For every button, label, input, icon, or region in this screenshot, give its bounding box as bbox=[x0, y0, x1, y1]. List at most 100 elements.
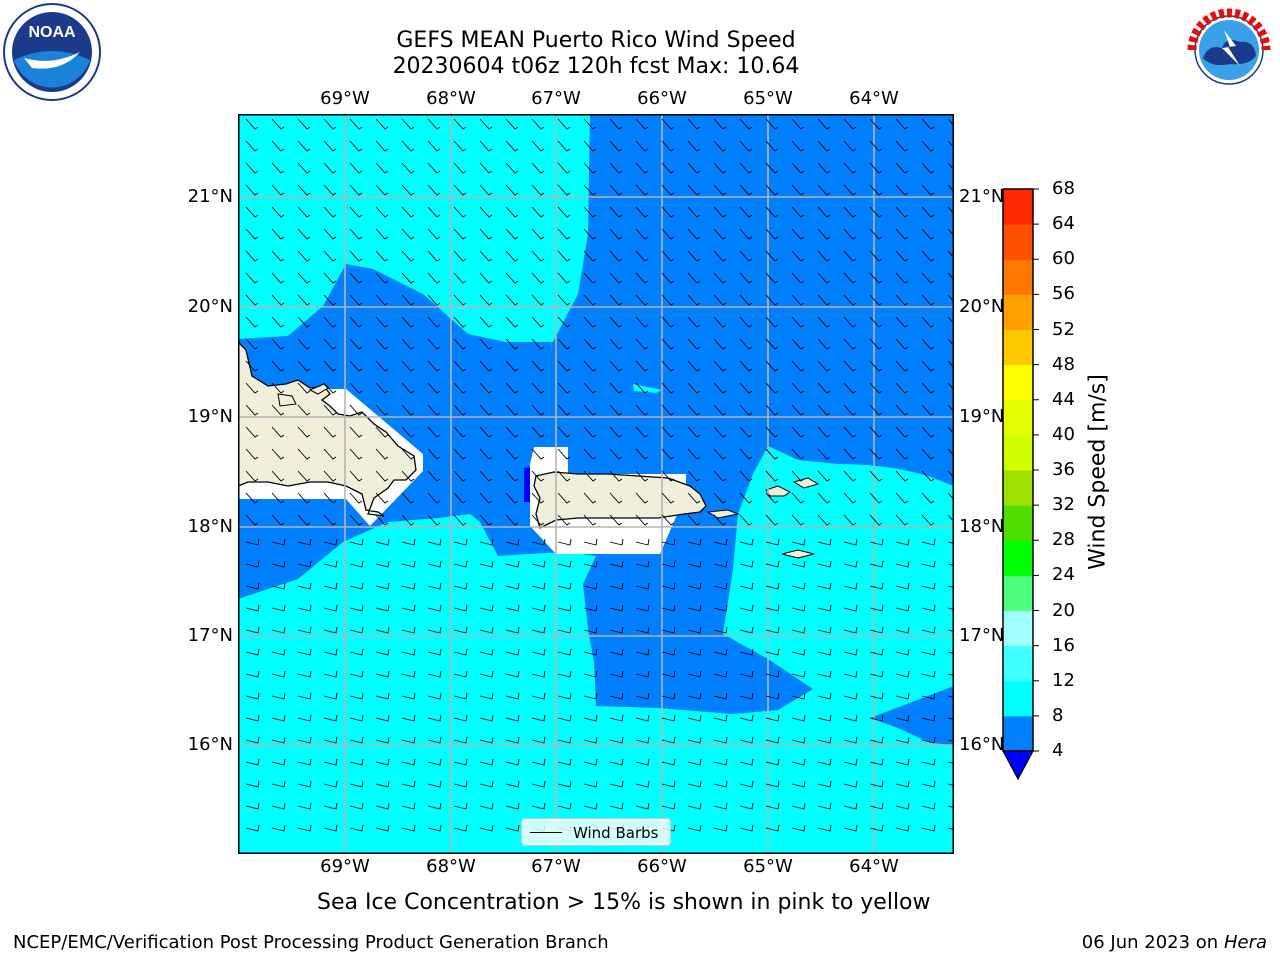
wind-barb bbox=[947, 272, 954, 281]
wind-barb bbox=[609, 604, 624, 612]
wind-barb bbox=[713, 514, 727, 526]
wind-barb bbox=[349, 514, 363, 526]
colorbar-blocks bbox=[1003, 189, 1033, 752]
wind-barb bbox=[635, 736, 650, 744]
wind-barb bbox=[739, 648, 754, 656]
lat-tick-left: 17°N bbox=[187, 625, 233, 646]
wind-barb bbox=[921, 714, 936, 722]
wind-barb bbox=[739, 426, 753, 438]
wind-barb bbox=[635, 206, 649, 218]
wind-barb bbox=[947, 629, 954, 632]
wind-barb bbox=[349, 492, 363, 504]
wind-barb bbox=[453, 824, 468, 832]
wind-barb bbox=[323, 382, 337, 394]
wind-barb bbox=[791, 184, 805, 196]
wind-barb bbox=[687, 492, 701, 504]
wind-barb bbox=[947, 206, 954, 215]
wind-barb bbox=[245, 206, 259, 218]
wind-barb bbox=[479, 140, 493, 152]
wind-barb bbox=[245, 140, 259, 152]
wind-barb bbox=[739, 514, 753, 526]
wind-barb bbox=[739, 250, 753, 262]
wind-barb bbox=[401, 404, 415, 416]
wind-barb bbox=[895, 404, 909, 416]
wind-barb bbox=[869, 294, 883, 306]
wind-barb bbox=[817, 140, 831, 152]
colorbar-tick-label: 40 bbox=[1052, 423, 1075, 445]
wind-barb bbox=[297, 294, 311, 306]
wind-barb bbox=[895, 162, 909, 174]
wind-barb bbox=[453, 184, 467, 196]
wind-barb bbox=[765, 426, 779, 438]
wind-barb bbox=[401, 736, 416, 744]
wind-barb bbox=[531, 626, 546, 634]
wind-barb bbox=[375, 118, 389, 130]
wind-barb bbox=[245, 250, 259, 262]
wind-barb bbox=[401, 250, 415, 262]
wind-barb bbox=[921, 538, 936, 546]
wind-barb bbox=[947, 316, 954, 325]
wind-barb bbox=[713, 294, 727, 306]
wind-barb bbox=[557, 626, 572, 634]
wind-barb bbox=[557, 714, 572, 722]
wind-barb bbox=[401, 338, 415, 350]
wind-barb bbox=[895, 272, 909, 284]
wind-barb bbox=[895, 382, 909, 394]
wind-barb bbox=[401, 824, 416, 832]
wind-barb bbox=[427, 448, 441, 460]
wind-barb bbox=[609, 802, 624, 810]
wind-barb bbox=[531, 140, 545, 152]
wind-barb bbox=[557, 648, 572, 656]
wind-barb bbox=[375, 514, 389, 526]
wind-barb bbox=[557, 228, 571, 240]
wind-barb bbox=[739, 470, 753, 482]
wind-barb bbox=[687, 404, 701, 416]
wind-barb bbox=[583, 514, 597, 526]
wind-barb bbox=[739, 294, 753, 306]
wind-barb bbox=[557, 514, 571, 526]
wind-barb bbox=[531, 426, 545, 438]
lat-tick-left: 20°N bbox=[187, 296, 233, 317]
wind-barb bbox=[713, 338, 727, 350]
wind-barb bbox=[479, 470, 493, 482]
wind-barb bbox=[531, 162, 545, 174]
wind-barb bbox=[297, 626, 312, 634]
wind-barb bbox=[505, 184, 519, 196]
wind-barb bbox=[791, 140, 805, 152]
wind-barb bbox=[765, 824, 780, 832]
wind-barb bbox=[687, 382, 701, 394]
wind-barb bbox=[427, 294, 441, 306]
wind-barb bbox=[843, 470, 857, 482]
wind-barb bbox=[271, 250, 285, 262]
wind-barb bbox=[375, 692, 390, 700]
wind-barb bbox=[323, 316, 337, 328]
wind-barb bbox=[765, 560, 780, 568]
wind-barb bbox=[843, 140, 857, 152]
wind-barb bbox=[739, 538, 754, 546]
wind-barb bbox=[557, 316, 571, 328]
wind-barb bbox=[609, 382, 623, 394]
wind-barb bbox=[349, 360, 363, 372]
wind-barb bbox=[427, 604, 442, 612]
wind-barb bbox=[583, 758, 598, 766]
wind-barb bbox=[921, 382, 935, 394]
wind-barb bbox=[583, 604, 598, 612]
wind-barb bbox=[739, 184, 753, 196]
wind-barb bbox=[557, 604, 572, 612]
wind-barb bbox=[739, 206, 753, 218]
wind-barb bbox=[609, 272, 623, 284]
wind-barb bbox=[271, 470, 285, 482]
lon-tick-top: 67°W bbox=[531, 88, 581, 109]
wind-barb bbox=[791, 626, 806, 634]
wind-barb bbox=[453, 714, 468, 722]
wind-barb bbox=[817, 448, 831, 460]
wind-barb bbox=[791, 426, 805, 438]
wind-barb bbox=[557, 404, 571, 416]
wind-barb bbox=[245, 492, 259, 504]
wind-barb bbox=[947, 228, 954, 237]
wind-barb bbox=[947, 585, 954, 588]
wind-barb bbox=[271, 294, 285, 306]
wind-barb bbox=[817, 514, 831, 526]
wind-barb bbox=[245, 426, 259, 438]
wind-barb bbox=[843, 360, 857, 372]
